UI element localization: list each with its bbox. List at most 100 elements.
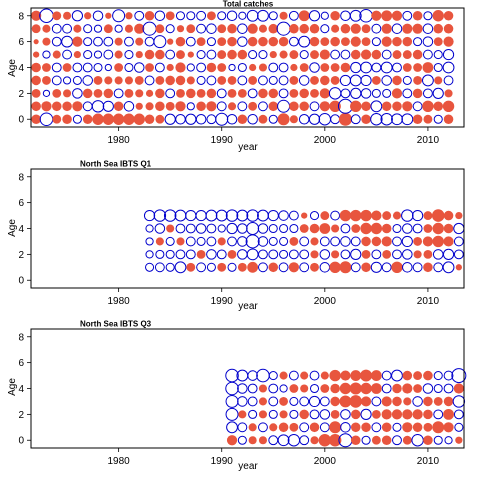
bubble-negative: [309, 23, 320, 34]
bubble-negative: [289, 76, 299, 85]
bubble-negative: [361, 422, 371, 433]
bubble-negative: [186, 262, 196, 272]
bubble-negative: [145, 102, 154, 111]
y-tick-label: 6: [18, 37, 24, 48]
bubble-negative: [392, 50, 402, 59]
bubble-negative: [340, 62, 351, 73]
bubble-negative: [301, 212, 308, 219]
bubble-positive: [165, 262, 175, 272]
bubble-positive: [247, 88, 258, 99]
bubble-negative: [328, 433, 342, 447]
bubble-positive: [62, 76, 72, 85]
bubble-positive: [423, 11, 433, 21]
bubble-positive: [206, 49, 217, 60]
bubble-negative: [278, 422, 289, 433]
bubble-negative: [247, 23, 258, 34]
bubble-positive: [278, 62, 289, 73]
bubble-positive: [433, 409, 444, 420]
bubble-positive: [165, 24, 175, 34]
bubble-positive: [328, 87, 342, 100]
bubble-negative: [269, 423, 278, 432]
bubble-negative: [392, 211, 402, 220]
panel-title: Total catches: [223, 0, 274, 9]
bubble-positive: [412, 101, 423, 112]
bubble-positive: [226, 421, 238, 434]
bubble-negative: [431, 209, 445, 222]
bubble-negative: [371, 409, 381, 419]
bubble-positive: [237, 383, 248, 394]
bubble-negative: [402, 422, 413, 433]
bubble-positive: [451, 368, 467, 384]
x-tick-label: 2010: [417, 456, 440, 467]
bubble-negative: [392, 396, 402, 407]
bubble-negative: [135, 37, 144, 46]
bubble-positive: [268, 396, 279, 407]
bubble-positive: [453, 409, 464, 420]
bubble-negative: [391, 409, 403, 420]
bubble-negative: [403, 397, 412, 406]
bubble-positive: [319, 236, 330, 247]
bubble-negative: [258, 36, 268, 47]
bubble-positive: [268, 435, 279, 446]
bubble-positive: [196, 23, 207, 34]
x-tick-label: 1980: [108, 456, 131, 467]
bubble-negative: [31, 101, 41, 112]
bubble-positive: [103, 36, 114, 47]
bubble-negative: [444, 89, 453, 98]
bubble-positive: [340, 409, 351, 420]
bubble-negative: [309, 223, 320, 234]
bubble-positive: [42, 89, 51, 98]
bubble-negative: [166, 63, 174, 72]
bubble-negative: [351, 224, 361, 233]
bubble-negative: [145, 63, 154, 72]
bubble-positive: [433, 50, 443, 60]
bubble-positive: [174, 209, 187, 222]
bubble-negative: [423, 370, 433, 381]
bubble-negative: [206, 62, 217, 73]
bubble-positive: [91, 100, 105, 113]
bubble-positive: [361, 435, 371, 445]
bubble-negative: [361, 37, 371, 47]
bubble-negative: [402, 23, 413, 34]
bubble-positive: [246, 209, 259, 222]
bubble-negative: [248, 436, 257, 445]
bubble-positive: [392, 422, 402, 432]
bubble-negative: [443, 236, 454, 247]
bubble-positive: [144, 75, 155, 86]
bubble-positive: [391, 113, 403, 126]
y-tick-label: 0: [18, 115, 24, 126]
bubble-positive: [401, 113, 414, 126]
bubble-positive: [164, 113, 176, 125]
bubble-negative: [330, 10, 340, 21]
bubble-positive: [276, 21, 291, 36]
bubble-negative: [330, 383, 340, 394]
bubble-negative: [443, 223, 454, 234]
bubble-negative: [155, 88, 165, 99]
bubble-negative: [299, 224, 309, 233]
x-tick-label: 1990: [211, 456, 234, 467]
bubble-negative: [319, 101, 330, 112]
bubble-negative: [227, 23, 237, 34]
bubble-positive: [237, 435, 247, 445]
bubble-negative: [279, 50, 288, 59]
bubble-positive: [268, 383, 279, 394]
bubble-positive: [113, 88, 124, 99]
bubble-negative: [319, 88, 330, 99]
bubble-positive: [413, 37, 423, 47]
bubble-negative: [433, 23, 444, 34]
bubble-negative: [93, 88, 103, 98]
bubble-negative: [361, 249, 371, 259]
bubble-positive: [72, 114, 82, 124]
bubble-negative: [361, 262, 371, 273]
bubble-positive: [145, 224, 154, 233]
bubble-negative: [135, 50, 143, 59]
bubble-negative: [144, 114, 155, 125]
bubble-negative: [279, 397, 289, 406]
bubble-positive: [216, 88, 227, 99]
bubble-positive: [299, 262, 310, 273]
bubble-positive: [72, 88, 83, 99]
bubble-positive: [330, 49, 341, 60]
bubble-negative: [319, 223, 331, 234]
y-tick-label: 4: [18, 63, 24, 74]
